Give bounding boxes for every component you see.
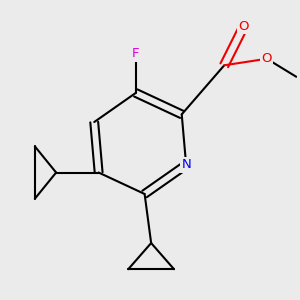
- Text: F: F: [132, 47, 140, 60]
- Text: O: O: [238, 20, 249, 32]
- Text: N: N: [181, 158, 191, 171]
- Text: O: O: [262, 52, 272, 65]
